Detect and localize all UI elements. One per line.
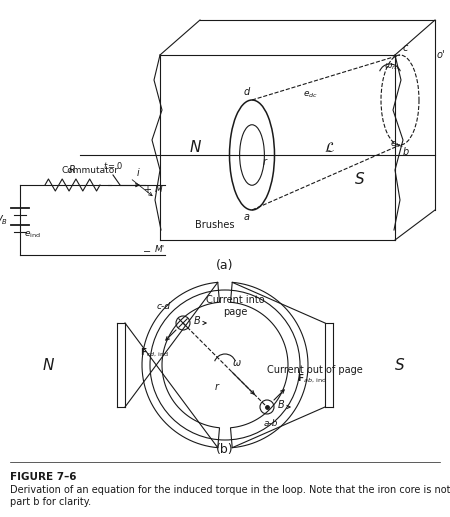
Text: $\omega$: $\omega$ <box>232 358 242 368</box>
Polygon shape <box>142 282 220 448</box>
Text: B: B <box>278 400 285 410</box>
Text: Current into: Current into <box>206 295 264 305</box>
Text: M': M' <box>155 246 165 254</box>
Text: (a): (a) <box>216 258 234 271</box>
Text: $t=0$: $t=0$ <box>103 160 123 171</box>
Text: $e_{bc}$: $e_{bc}$ <box>390 140 405 150</box>
Text: $\mathbf{F}_{cd,\,\rm ind}$: $\mathbf{F}_{cd,\,\rm ind}$ <box>140 347 170 359</box>
Text: a-b: a-b <box>264 419 278 428</box>
Text: N: N <box>189 141 201 156</box>
Text: page: page <box>223 307 247 317</box>
Text: $-$: $-$ <box>143 245 152 255</box>
Text: c-d: c-d <box>157 302 171 311</box>
Text: a: a <box>244 212 250 222</box>
Text: d: d <box>244 87 250 97</box>
Text: $\mathcal{L}$: $\mathcal{L}$ <box>324 141 336 155</box>
Text: B: B <box>194 316 201 326</box>
Text: $e_{dc}$: $e_{dc}$ <box>302 90 318 100</box>
Text: r: r <box>263 157 267 167</box>
Text: S: S <box>395 357 405 373</box>
Text: $\omega_m$: $\omega_m$ <box>384 61 400 71</box>
Text: $V_B$: $V_B$ <box>0 213 8 227</box>
Text: Derivation of an equation for the induced torque in the loop. Note that the iron: Derivation of an equation for the induce… <box>10 485 450 495</box>
Text: (b): (b) <box>216 444 234 457</box>
Text: r: r <box>215 382 219 392</box>
Text: Current out of page: Current out of page <box>267 365 363 375</box>
Text: R: R <box>69 165 76 175</box>
Text: N: N <box>42 357 54 373</box>
Text: Commutator: Commutator <box>62 166 118 175</box>
Text: Brushes: Brushes <box>195 220 234 230</box>
Text: part b for clarity.: part b for clarity. <box>10 497 91 507</box>
Text: o': o' <box>437 50 446 60</box>
Text: c: c <box>403 43 409 53</box>
Text: $\mathbf{F}_{ab,\,\rm ind}$: $\mathbf{F}_{ab,\,\rm ind}$ <box>297 373 327 385</box>
Text: $e_{\rm ind}$: $e_{\rm ind}$ <box>23 230 40 240</box>
Text: FIGURE 7–6: FIGURE 7–6 <box>10 472 76 482</box>
Text: M: M <box>155 186 163 194</box>
Text: b: b <box>403 147 409 157</box>
Polygon shape <box>230 282 308 448</box>
Text: i: i <box>137 168 139 178</box>
Text: +: + <box>143 185 151 195</box>
Text: S: S <box>355 173 365 188</box>
